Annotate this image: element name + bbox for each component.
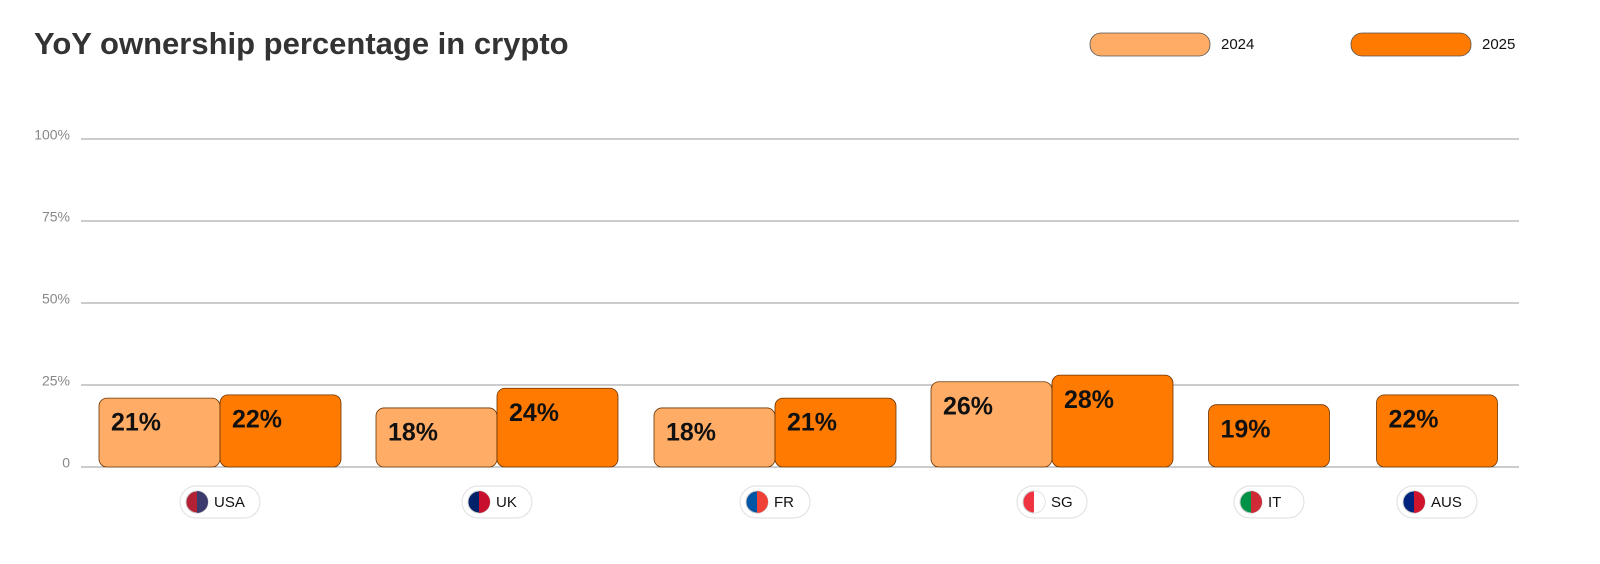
y-tick-label: 100% (34, 127, 70, 143)
value-label: 26% (943, 392, 993, 420)
x-tick-label: SG (1051, 494, 1073, 511)
x-tick-label: IT (1268, 494, 1281, 511)
legend-swatch (1089, 32, 1211, 57)
value-label: 21% (787, 409, 837, 437)
bar (1051, 374, 1174, 468)
value-label: 21% (111, 409, 161, 437)
y-tick-label: 0 (62, 455, 70, 471)
legend-swatch (1350, 32, 1472, 57)
bar (1208, 404, 1330, 468)
value-label: 28% (1064, 386, 1114, 414)
legend-label: 2025 (1482, 36, 1515, 53)
flag-icon-half (757, 491, 768, 513)
x-tick-label: UK (496, 494, 517, 511)
legend-label: 2024 (1221, 36, 1254, 53)
flag-icon-half (479, 491, 490, 513)
value-label: 24% (509, 399, 559, 427)
bar (219, 394, 342, 468)
flag-icon-half (1414, 491, 1425, 513)
bar (774, 397, 897, 468)
y-tick-label: 25% (42, 373, 70, 389)
value-label: 22% (1389, 405, 1439, 433)
value-label: 22% (232, 405, 282, 433)
flag-icon-half (1034, 491, 1045, 513)
x-tick-label: AUS (1431, 494, 1462, 511)
flag-icon-half (1251, 491, 1262, 513)
x-tick-label: FR (774, 494, 794, 511)
x-tick-label: USA (214, 494, 245, 511)
value-label: 18% (388, 419, 438, 447)
bar (1376, 394, 1498, 468)
value-label: 18% (666, 419, 716, 447)
flag-icon-half (197, 491, 208, 513)
chart-title: YoY ownership percentage in crypto (34, 26, 569, 61)
value-label: 19% (1221, 415, 1271, 443)
y-tick-label: 50% (42, 291, 70, 307)
bar (496, 387, 619, 468)
y-tick-label: 75% (42, 209, 70, 225)
